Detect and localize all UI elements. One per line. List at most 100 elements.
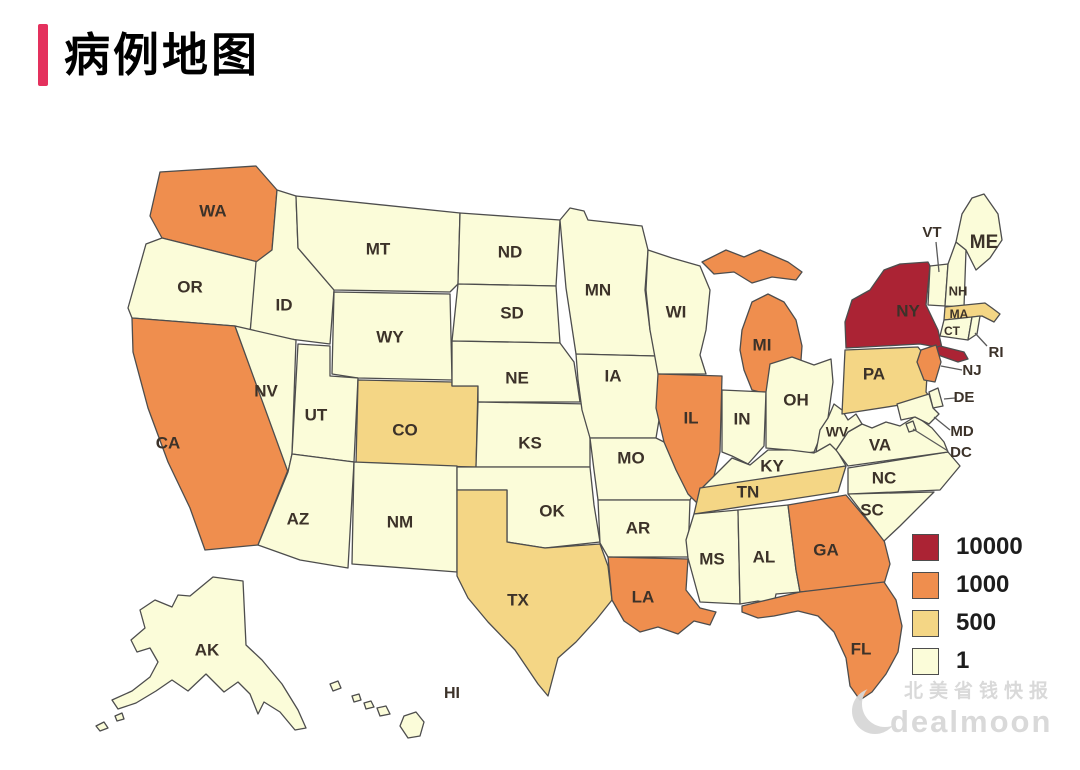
- watermark: 北美省钱快报 dealmoon: [852, 676, 1054, 740]
- state-label-WV: WV: [826, 424, 849, 440]
- state-label-SC: SC: [860, 500, 884, 519]
- state-label-ND: ND: [498, 242, 523, 261]
- state-label-IA: IA: [605, 366, 622, 385]
- state-label-VT: VT: [922, 224, 941, 241]
- state-NH: [944, 241, 967, 308]
- state-label-IN: IN: [734, 409, 751, 428]
- state-PA: [841, 346, 933, 415]
- state-IL: [655, 373, 723, 507]
- state-HI: [363, 700, 375, 710]
- state-label-NE: NE: [505, 368, 529, 387]
- state-WV: [815, 403, 863, 453]
- state-label-DE: DE: [954, 389, 975, 406]
- legend-label: 10000: [956, 533, 1023, 560]
- state-label-GA: GA: [813, 540, 839, 559]
- state-label-MS: MS: [699, 549, 725, 568]
- state-HI: [376, 705, 391, 717]
- state-TX: [456, 489, 613, 697]
- state-label-NJ: NJ: [962, 362, 981, 379]
- state-label-TN: TN: [737, 482, 760, 501]
- state-label-ME: ME: [970, 232, 999, 253]
- legend-item-1000: 1000: [912, 571, 1023, 599]
- legend-label: 1000: [956, 571, 1010, 598]
- state-label-SD: SD: [500, 303, 524, 322]
- state-label-MD: MD: [950, 423, 973, 440]
- state-RI: [967, 315, 981, 341]
- legend-item-1: 1: [912, 647, 1023, 675]
- legend-label: 1: [956, 647, 970, 674]
- state-HI: [399, 711, 425, 739]
- state-label-RI: RI: [989, 344, 1004, 361]
- state-AK: [95, 721, 109, 732]
- watermark-brand: dealmoon: [890, 704, 1053, 739]
- state-label-NH: NH: [949, 283, 968, 298]
- state-label-MT: MT: [366, 239, 391, 258]
- legend-swatch-1000: [912, 571, 939, 599]
- state-FL: [741, 581, 903, 701]
- state-label-KS: KS: [518, 433, 542, 452]
- state-label-AZ: AZ: [287, 509, 310, 528]
- state-label-NM: NM: [387, 512, 413, 531]
- state-label-IL: IL: [683, 408, 698, 427]
- page-header: 病例地图: [38, 24, 260, 86]
- state-label-CA: CA: [156, 433, 181, 452]
- state-SC: [847, 491, 935, 542]
- state-AR: [597, 499, 691, 558]
- legend-swatch-500: [912, 609, 939, 637]
- state-label-AK: AK: [195, 640, 220, 659]
- state-label-VA: VA: [869, 435, 891, 454]
- state-WI: [645, 249, 711, 375]
- state-label-WI: WI: [666, 302, 687, 321]
- state-label-FL: FL: [851, 639, 872, 658]
- state-label-OK: OK: [539, 501, 565, 520]
- callout-line-NJ: [940, 365, 963, 371]
- state-label-PA: PA: [863, 364, 885, 383]
- state-label-MN: MN: [585, 280, 611, 299]
- state-label-KY: KY: [760, 456, 784, 475]
- state-label-NV: NV: [254, 381, 278, 400]
- callout-line-MD: [933, 416, 951, 431]
- state-NE: [451, 340, 581, 403]
- state-label-UT: UT: [305, 405, 328, 424]
- state-label-LA: LA: [632, 587, 655, 606]
- state-AK: [111, 576, 307, 731]
- state-label-TX: TX: [507, 590, 529, 609]
- state-label-DC: DC: [950, 444, 972, 461]
- state-label-OR: OR: [177, 277, 203, 296]
- state-HI: [329, 680, 342, 692]
- state-LA: [607, 556, 717, 635]
- state-label-OH: OH: [783, 390, 809, 409]
- state-ME: [955, 193, 1003, 271]
- state-GA: [787, 494, 891, 593]
- legend-item-500: 500: [912, 609, 1023, 637]
- state-TN: [693, 465, 847, 515]
- state-label-NY: NY: [896, 301, 920, 320]
- watermark-chinese: 北美省钱快报: [904, 681, 1055, 702]
- state-NJ: [916, 344, 942, 383]
- callout-line-DC: [912, 428, 949, 452]
- state-WY: [331, 291, 453, 381]
- state-label-WY: WY: [376, 327, 404, 346]
- legend-swatch-1: [912, 647, 939, 675]
- legend-label: 500: [956, 609, 997, 636]
- state-label-ID: ID: [276, 295, 293, 314]
- title-accent-bar: [38, 24, 48, 86]
- state-HI: [351, 693, 362, 703]
- state-label-HI: HI: [444, 685, 460, 702]
- legend-item-10000: 10000: [912, 533, 1023, 561]
- legend-swatch-10000: [912, 533, 939, 561]
- state-label-MO: MO: [617, 448, 644, 467]
- state-label-CT: CT: [944, 324, 961, 338]
- state-label-AR: AR: [626, 518, 651, 537]
- callout-line-VT: [935, 241, 940, 273]
- state-label-MA: MA: [950, 307, 969, 321]
- state-label-WA: WA: [199, 201, 226, 220]
- state-MI: [701, 249, 803, 284]
- state-label-CO: CO: [392, 420, 418, 439]
- state-AK: [114, 712, 125, 722]
- map-legend: 10000 1000 500 1: [912, 533, 1023, 675]
- state-label-AL: AL: [753, 547, 776, 566]
- callout-line-DE: [943, 397, 956, 400]
- callout-line-RI: [974, 332, 988, 347]
